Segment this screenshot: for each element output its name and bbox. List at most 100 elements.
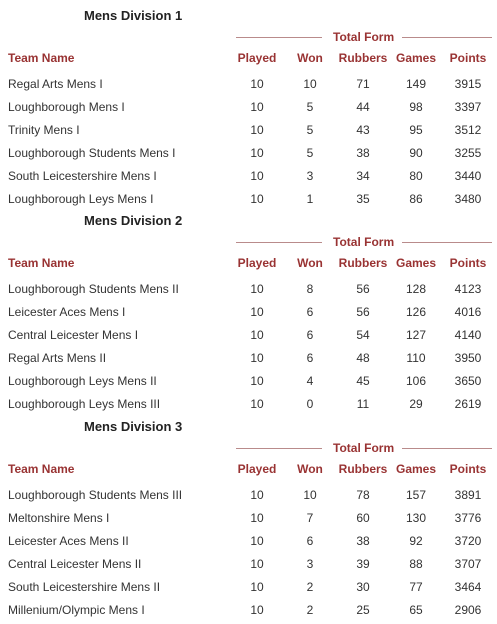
games-cell: 149 <box>405 77 427 91</box>
table-row: Leicester Aces Mens I 10 6 56 126 4016 <box>0 303 497 326</box>
won-cell: 7 <box>306 511 314 525</box>
games-cell: 98 <box>409 100 423 114</box>
table-row: Regal Arts Mens II 10 6 48 110 3950 <box>0 349 497 372</box>
column-header-played: Played <box>237 256 277 270</box>
games-cell: 110 <box>406 351 426 365</box>
division-title: Mens Division 3 <box>84 419 183 434</box>
points-cell: 3255 <box>454 146 482 160</box>
total-form-rule-left <box>236 37 322 38</box>
points-cell: 3397 <box>454 100 482 114</box>
played-cell: 10 <box>250 603 264 617</box>
total-form-rule-left <box>236 448 322 449</box>
rubbers-cell: 48 <box>356 351 370 365</box>
games-cell: 65 <box>409 603 423 617</box>
table-row: South Leicestershire Mens II 10 2 30 77 3464 <box>0 578 497 601</box>
won-cell: 5 <box>306 123 314 137</box>
points-cell: 3440 <box>454 169 482 183</box>
games-cell: 88 <box>409 557 423 571</box>
points-cell: 3950 <box>454 351 482 365</box>
table-row: Meltonshire Mens I 10 7 60 130 3776 <box>0 509 497 532</box>
column-header-points: Points <box>449 51 487 65</box>
played-cell: 10 <box>250 488 264 502</box>
rubbers-cell: 11 <box>356 397 370 411</box>
team-name-cell: Regal Arts Mens II <box>8 351 107 365</box>
games-cell: 80 <box>409 169 423 183</box>
won-cell: 8 <box>306 282 314 296</box>
rubbers-cell: 60 <box>356 511 370 525</box>
table-row: Loughborough Leys Mens III 10 0 11 29 2619 <box>0 395 497 418</box>
team-name-cell: Loughborough Leys Mens I <box>8 192 154 206</box>
total-form-header: Total Form <box>0 30 497 46</box>
rubbers-cell: 34 <box>356 169 370 183</box>
team-name-cell: Central Leicester Mens II <box>8 557 142 571</box>
games-cell: 86 <box>409 192 423 206</box>
column-header-rubbers: Rubbers <box>338 256 388 270</box>
column-header-team: Team Name <box>8 51 75 65</box>
played-cell: 10 <box>250 146 264 160</box>
rubbers-cell: 38 <box>356 534 370 548</box>
games-cell: 157 <box>405 488 427 502</box>
points-cell: 2619 <box>454 397 482 411</box>
total-form-label: Total Form <box>333 441 395 455</box>
division-title: Mens Division 2 <box>84 213 183 228</box>
won-cell: 5 <box>306 146 314 160</box>
table-row: Leicester Aces Mens II 10 6 38 92 3720 <box>0 532 497 555</box>
column-header-games: Games <box>395 462 437 476</box>
points-cell: 3464 <box>454 580 482 594</box>
points-cell: 3720 <box>454 534 482 548</box>
won-cell: 1 <box>306 192 314 206</box>
played-cell: 10 <box>250 397 264 411</box>
table-row: Millenium/Olympic Mens I 10 2 25 65 2906 <box>0 601 497 624</box>
team-name-cell: Millenium/Olympic Mens I <box>8 603 145 617</box>
games-cell: 127 <box>405 328 427 342</box>
points-cell: 4016 <box>454 305 482 319</box>
rubbers-cell: 38 <box>356 146 370 160</box>
points-cell: 3512 <box>454 123 482 137</box>
column-header-rubbers: Rubbers <box>338 462 388 476</box>
table-row: Loughborough Leys Mens II 10 4 45 106 3650 <box>0 372 497 395</box>
rubbers-cell: 54 <box>356 328 370 342</box>
division-section: Mens Division 1 Total Form Team Name Played… <box>0 8 497 213</box>
points-cell: 3891 <box>454 488 482 502</box>
table-row: Regal Arts Mens I 10 10 71 149 3915 <box>0 75 497 98</box>
column-header-won: Won <box>297 256 323 270</box>
column-header-points: Points <box>449 462 487 476</box>
games-cell: 77 <box>409 580 423 594</box>
games-cell: 126 <box>405 305 427 319</box>
table-row: Loughborough Students Mens II 10 8 56 128 412… <box>0 280 497 303</box>
total-form-rule-right <box>402 242 492 243</box>
total-form-rule-right <box>402 37 492 38</box>
games-cell: 95 <box>409 123 423 137</box>
played-cell: 10 <box>250 282 264 296</box>
rubbers-cell: 43 <box>356 123 370 137</box>
total-form-header: Total Form <box>0 235 497 251</box>
played-cell: 10 <box>250 169 264 183</box>
rubbers-cell: 45 <box>356 374 370 388</box>
column-header-won: Won <box>297 51 323 65</box>
won-cell: 6 <box>306 305 314 319</box>
column-header-team: Team Name <box>8 256 75 270</box>
points-cell: 3480 <box>454 192 482 206</box>
team-name-cell: Loughborough Mens I <box>8 100 125 114</box>
rubbers-cell: 44 <box>356 100 370 114</box>
won-cell: 2 <box>306 580 314 594</box>
won-cell: 2 <box>306 603 314 617</box>
team-name-cell: Loughborough Students Mens II <box>8 282 179 296</box>
played-cell: 10 <box>250 580 264 594</box>
played-cell: 10 <box>250 77 264 91</box>
rubbers-cell: 39 <box>356 557 370 571</box>
column-header-points: Points <box>449 256 487 270</box>
won-cell: 10 <box>303 488 317 502</box>
games-cell: 29 <box>409 397 423 411</box>
played-cell: 10 <box>250 557 264 571</box>
won-cell: 6 <box>306 534 314 548</box>
team-name-cell: Meltonshire Mens I <box>8 511 110 525</box>
total-form-rule-right <box>402 448 492 449</box>
games-cell: 130 <box>405 511 427 525</box>
total-form-header: Total Form <box>0 441 497 457</box>
column-header-games: Games <box>395 256 437 270</box>
table-row: Loughborough Mens I 10 5 44 98 3397 <box>0 98 497 121</box>
team-name-cell: Loughborough Leys Mens II <box>8 374 157 388</box>
rubbers-cell: 56 <box>356 305 370 319</box>
rubbers-cell: 35 <box>356 192 370 206</box>
